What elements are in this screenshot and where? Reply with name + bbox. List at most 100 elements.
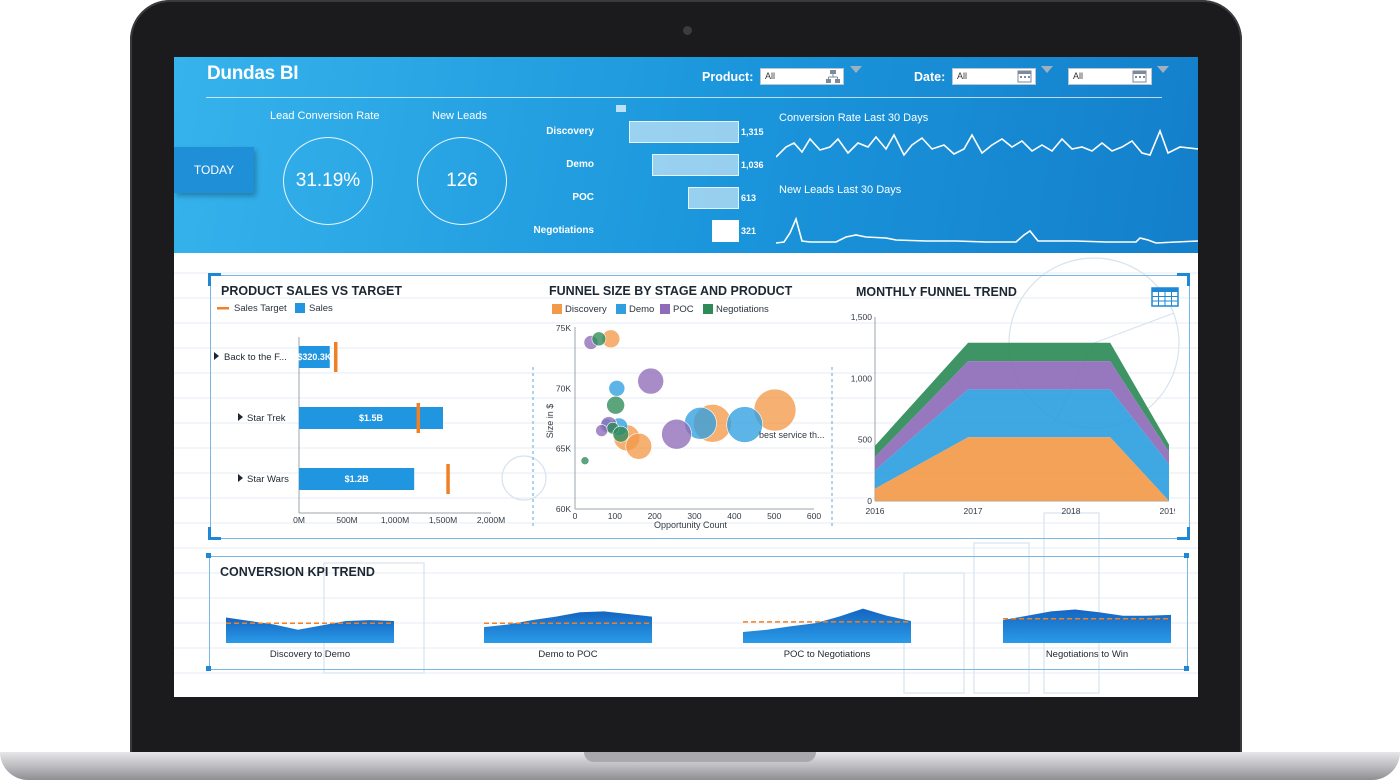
panel-corner <box>208 273 221 286</box>
funnel-bar[interactable] <box>687 187 739 209</box>
legend-swatch <box>703 304 713 314</box>
category-label: Star Trek <box>247 413 286 424</box>
legend-label: Negotiations <box>716 304 769 315</box>
panel-handle[interactable] <box>1184 553 1189 558</box>
x-tick-label: 2016 <box>866 506 885 516</box>
kpi-trend-sparkline <box>226 617 394 643</box>
category-label: Back to the F... <box>224 352 287 363</box>
x-tick-label: 200 <box>648 511 662 521</box>
y-tick-label: 1,000 <box>851 373 873 383</box>
x-tick-label: 500 <box>767 511 781 521</box>
panel-corner <box>208 527 221 540</box>
conversion-sparkline-title: Conversion Rate Last 30 Days <box>779 112 929 124</box>
y-tick-label: 60K <box>556 504 571 514</box>
sales-bar <box>299 468 415 490</box>
x-tick-label: 0M <box>293 515 305 525</box>
y-tick-label: 75K <box>556 323 571 333</box>
sales-data-label: $1.2B <box>345 474 370 484</box>
bubble-point <box>608 380 626 397</box>
x-tick-label: 2018 <box>1062 506 1081 516</box>
kpi-trend-sparkline <box>743 608 911 643</box>
kpi-trend-card[interactable]: POC to Negotiations <box>743 595 911 661</box>
kpi-trend-title: CONVERSION KPI TREND <box>220 565 375 579</box>
funnel-bar[interactable] <box>629 121 739 143</box>
date-to-chevron-down-icon[interactable] <box>1157 66 1169 73</box>
panel-handle[interactable] <box>206 553 211 558</box>
date-from-value: All <box>957 71 968 81</box>
funnel-stage-label: Demo <box>566 159 594 170</box>
monthly-funnel-trend-chart: 0 500 1,000 1,500 2016 2017 2018 2019 <box>851 312 1175 516</box>
area-series-demo <box>875 389 1169 501</box>
target-marker <box>333 342 338 372</box>
x-tick-label: 2019 <box>1160 506 1175 516</box>
panel-corner <box>1177 527 1190 540</box>
funnel-bar[interactable] <box>712 220 739 242</box>
x-tick-label: 300 <box>687 511 701 521</box>
x-tick-label: 100 <box>608 511 622 521</box>
legend-target-swatch <box>217 307 229 310</box>
camera-icon <box>683 26 692 35</box>
header-divider <box>206 97 1162 98</box>
legend-label: Discovery <box>565 304 607 315</box>
bubble-point <box>625 432 653 460</box>
kpi-trend-card[interactable]: Discovery to Demo <box>226 595 394 661</box>
bubble-point <box>580 456 590 466</box>
kpi-trend-area <box>743 608 911 643</box>
funnel-bar[interactable] <box>652 154 739 176</box>
funnel-value-label: 613 <box>741 193 757 203</box>
area-series-poc <box>875 361 1169 471</box>
target-marker <box>416 403 421 433</box>
today-button[interactable]: TODAY <box>174 147 254 193</box>
category-label: Star Wars <box>247 474 289 485</box>
panel-handle[interactable] <box>206 666 211 671</box>
date-to-value: All <box>1073 71 1084 81</box>
dashboard-header: Dundas BI Product: All Date: All All TOD… <box>174 57 1198 253</box>
date-to-input[interactable]: All <box>1068 68 1152 85</box>
table-view-icon[interactable] <box>1151 287 1179 307</box>
kpi-trend-card[interactable]: Demo to POC <box>484 595 652 661</box>
bubble-point <box>595 424 608 437</box>
panel-handle[interactable] <box>1184 666 1189 671</box>
bubble-point <box>637 367 664 395</box>
funnel-value-label: 321 <box>741 226 757 236</box>
y-tick-label: 65K <box>556 444 571 454</box>
sales-vs-target-chart: Sales Target Sales 0M 500M 1,000M 1,500M 2,000… <box>214 303 505 525</box>
x-axis-title: Opportunity Count <box>654 520 728 530</box>
x-tick-label: 400 <box>727 511 741 521</box>
x-tick-label: 1,500M <box>429 515 457 525</box>
date-from-input[interactable]: All <box>952 68 1036 85</box>
kpi-trend-area <box>226 617 394 643</box>
hierarchy-icon[interactable] <box>825 69 841 84</box>
calendar-icon[interactable] <box>1017 69 1032 83</box>
y-axis-title: Size in $ <box>545 404 555 439</box>
comment-icon[interactable] <box>616 105 626 112</box>
conversion-sparkline <box>776 128 1198 158</box>
legend-label: POC <box>673 304 694 315</box>
new-leads-label: New Leads <box>432 110 488 122</box>
product-filter-select[interactable]: All <box>760 68 844 85</box>
sales-bar <box>299 407 443 429</box>
legend-swatch <box>616 304 626 314</box>
kpi-trend-row: Discovery to Demo Demo to POC POC to Negot… <box>210 595 1186 665</box>
date-from-chevron-down-icon[interactable] <box>1041 66 1053 73</box>
area-series-negotiations <box>875 342 1169 457</box>
y-tick-label: 0 <box>867 496 872 506</box>
x-tick-label: 2017 <box>964 506 983 516</box>
x-tick-label: 600 <box>807 511 821 521</box>
kpi-trend-panel <box>209 556 1188 670</box>
calendar-icon[interactable] <box>1132 69 1147 83</box>
bubble-panel-title: FUNNEL SIZE BY STAGE AND PRODUCT <box>549 284 793 298</box>
funnel-bubble-chart: Discovery Demo POC Negotiations 0 100 200 300 40… <box>532 304 833 530</box>
legend-swatch <box>552 304 562 314</box>
bubble-annotation: best service th... <box>759 430 825 440</box>
brand-logo: Dundas BI <box>207 63 299 84</box>
legend-swatch <box>660 304 670 314</box>
kpi-trend-card[interactable]: Negotiations to Win <box>1003 595 1171 661</box>
kpi-trend-label: Demo to POC <box>538 649 598 660</box>
funnel-stage-label: Discovery <box>546 126 594 137</box>
new-leads-sparkline-title: New Leads Last 30 Days <box>779 184 902 196</box>
expand-caret-icon <box>238 474 243 482</box>
dashboard-screen: Dundas BI Product: All Date: All All TOD… <box>174 57 1198 697</box>
bubble-point <box>612 425 630 443</box>
product-filter-chevron-down-icon[interactable] <box>850 66 862 73</box>
